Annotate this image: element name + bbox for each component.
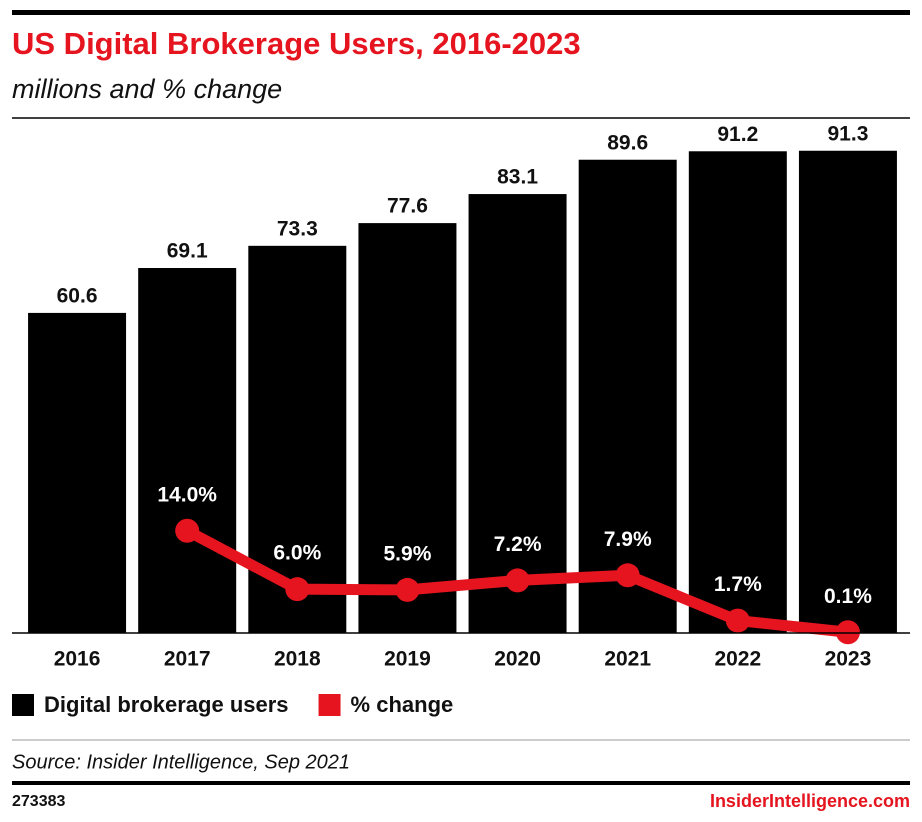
x-tick-label: 2017 xyxy=(164,648,211,671)
line-value-label: 7.9% xyxy=(604,528,652,551)
legend-swatch xyxy=(12,694,34,716)
source: Source: Insider Intelligence, Sep 2021 xyxy=(12,751,350,773)
line-value-label: 7.2% xyxy=(494,533,542,556)
line-value-label: 6.0% xyxy=(273,542,321,565)
chart-subtitle: millions and % change xyxy=(12,74,282,104)
legend-label: % change xyxy=(351,692,454,717)
bar xyxy=(138,268,237,633)
footer-rule xyxy=(12,781,910,785)
line-value-label: 1.7% xyxy=(714,573,762,596)
line-marker xyxy=(505,568,530,593)
line-marker xyxy=(615,563,640,588)
x-tick-label: 2020 xyxy=(494,648,541,671)
bar-value-label: 91.2 xyxy=(717,123,758,146)
bar xyxy=(578,159,677,633)
bar xyxy=(688,151,787,633)
line-marker xyxy=(175,518,200,543)
bar xyxy=(358,223,457,633)
plot-area: 2016 2017 2018 2019 2020 2021 2022 2023 60.6 69.1… xyxy=(12,122,910,671)
line-marker xyxy=(285,577,310,602)
line-value-label: 14.0% xyxy=(157,483,217,506)
x-tick-label: 2019 xyxy=(384,648,431,671)
chart-title: US Digital Brokerage Users, 2016-2023 xyxy=(12,26,581,61)
bar-value-label: 60.6 xyxy=(57,284,98,307)
brand: InsiderIntelligence.com xyxy=(710,791,910,811)
bar-value-label: 73.3 xyxy=(277,217,318,240)
line-value-label: 0.1% xyxy=(824,585,872,608)
bar xyxy=(468,194,567,634)
bar-value-label: 83.1 xyxy=(497,166,538,189)
x-tick-label: 2016 xyxy=(54,648,101,671)
line-value-label: 5.9% xyxy=(384,542,432,565)
x-tick-label: 2021 xyxy=(604,648,651,671)
line-marker xyxy=(395,577,420,602)
x-tick-label: 2023 xyxy=(825,648,872,671)
legend-swatch xyxy=(318,694,341,716)
bar xyxy=(798,150,897,633)
bar-value-label: 77.6 xyxy=(387,195,428,218)
bar-value-label: 91.3 xyxy=(828,122,869,145)
legend-label: Digital brokerage users xyxy=(44,692,289,717)
top-rule xyxy=(12,10,910,15)
x-tick-label: 2018 xyxy=(274,648,321,671)
chart-id: 273383 xyxy=(12,793,65,810)
line-marker xyxy=(725,608,750,633)
bar-value-label: 89.6 xyxy=(607,131,648,154)
bar xyxy=(28,312,127,633)
x-tick-label: 2022 xyxy=(714,648,761,671)
bar-value-label: 69.1 xyxy=(167,240,208,263)
